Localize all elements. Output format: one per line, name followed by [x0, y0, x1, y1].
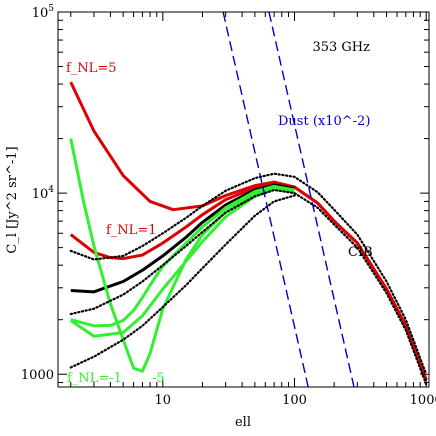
- series-line-2: [69, 181, 428, 381]
- series-line-4: [70, 184, 295, 328]
- plot-frame: [57, 11, 430, 388]
- fnl-minus5-annotation: -5: [152, 371, 165, 386]
- x-axis-label: ell: [235, 415, 251, 430]
- series-line-11: [268, 12, 355, 387]
- series-line-7: [69, 172, 428, 376]
- tick-layer: [58, 11, 429, 387]
- x-tick-label: 100: [282, 393, 307, 408]
- series-line-5: [69, 138, 295, 373]
- cib-annotation: CIB: [348, 245, 373, 260]
- y-tick-label: 104: [32, 185, 55, 202]
- label-layer: 10 100 1000 1000 104 105: [21, 4, 436, 408]
- series-line-8: [69, 188, 428, 386]
- x-tick-label: 10: [155, 393, 172, 408]
- dust-annotation: Dust (x10^-2): [278, 114, 370, 129]
- x-tick-label: 1000: [410, 393, 436, 408]
- series-line-10: [222, 12, 309, 387]
- y-tick-label: 1000: [21, 368, 54, 383]
- fnl-1-annotation: f_NL=1: [106, 223, 156, 238]
- fnl-5-annotation: f_NL=5: [66, 61, 116, 76]
- frequency-annotation: 353 GHz: [312, 40, 370, 55]
- series-line-9: [69, 194, 296, 369]
- fnl-minus1-annotation: f_NL=-1: [67, 371, 122, 386]
- y-axis-label: C_l [Jy^2 sr^-1]: [5, 146, 20, 253]
- y-tick-label: 105: [32, 4, 55, 21]
- series-layer: [69, 12, 428, 387]
